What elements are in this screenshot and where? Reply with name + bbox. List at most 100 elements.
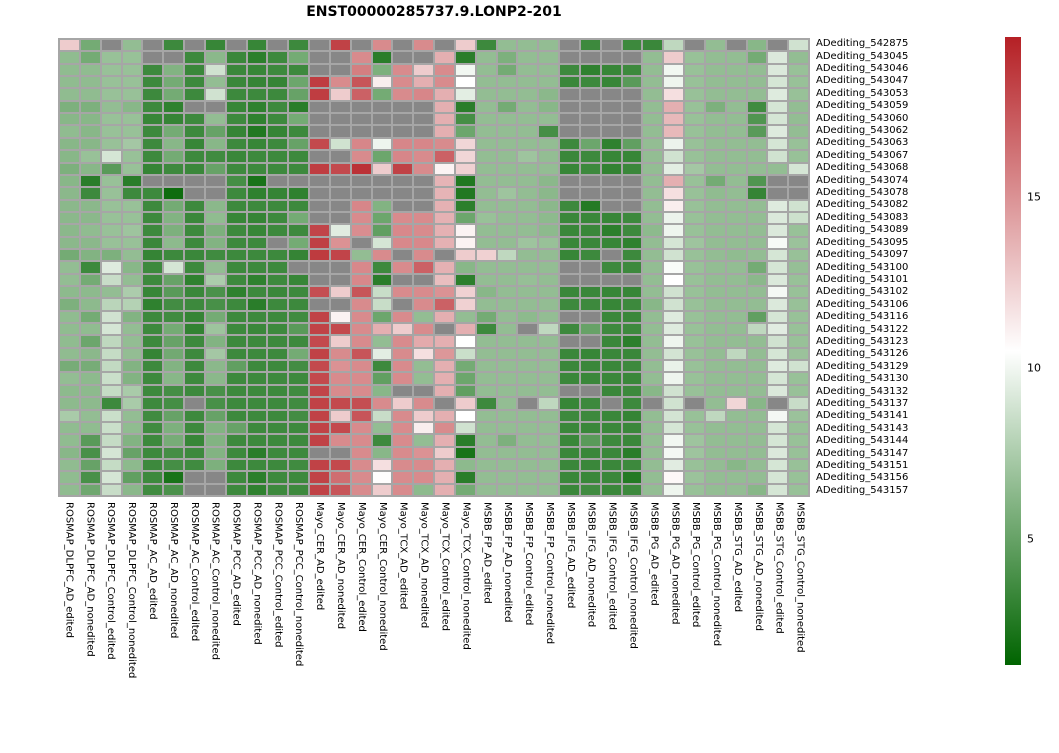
- heatmap-cell: [226, 435, 246, 446]
- heatmap-cell: [80, 435, 100, 446]
- heatmap-cell: [455, 225, 475, 236]
- heatmap-cell: [539, 138, 558, 150]
- heatmap-cell: [664, 212, 683, 224]
- heatmap-cell: [330, 212, 350, 224]
- heatmap-cell: [622, 472, 642, 483]
- heatmap-cell: [289, 225, 308, 236]
- heatmap-cell: [143, 336, 163, 347]
- heatmap-cell: [643, 114, 663, 125]
- heatmap-cell: [518, 52, 538, 63]
- row-label: ADediting_543078: [816, 187, 909, 199]
- heatmap-cell: [414, 225, 433, 236]
- heatmap-cell: [497, 212, 517, 224]
- heatmap-cell: [205, 287, 225, 298]
- heatmap-cell: [747, 299, 767, 310]
- heatmap-cell: [330, 348, 350, 360]
- heatmap-cell: [414, 373, 433, 384]
- heatmap-cell: [351, 324, 371, 335]
- heatmap-cell: [643, 336, 663, 347]
- heatmap-cell: [539, 126, 558, 137]
- heatmap-cell: [143, 249, 163, 261]
- heatmap-cell: [497, 472, 517, 483]
- heatmap-cell: [205, 138, 225, 150]
- heatmap-cell: [80, 151, 100, 162]
- heatmap-cell: [560, 398, 579, 409]
- heatmap-cell: [60, 188, 79, 199]
- heatmap-cell: [372, 126, 392, 137]
- heatmap-cell: [330, 287, 350, 298]
- heatmap-cell: [80, 385, 100, 397]
- heatmap-cell: [601, 249, 621, 261]
- heatmap-cell: [580, 373, 600, 384]
- heatmap-cell: [789, 287, 808, 298]
- heatmap-cell: [747, 225, 767, 236]
- heatmap-cell: [205, 114, 225, 125]
- heatmap-cell: [664, 472, 683, 483]
- heatmap-cell: [60, 484, 79, 495]
- heatmap-cell: [185, 40, 204, 51]
- heatmap-cell: [705, 237, 725, 248]
- heatmap-cell: [560, 52, 579, 63]
- heatmap-cell: [622, 188, 642, 199]
- heatmap-cell: [539, 459, 558, 471]
- row-label: ADediting_543047: [816, 75, 909, 87]
- heatmap-cell: [205, 151, 225, 162]
- heatmap-cell: [185, 64, 204, 76]
- heatmap-cell: [143, 175, 163, 187]
- heatmap-cell: [497, 410, 517, 421]
- heatmap-cell: [310, 77, 329, 88]
- heatmap-cell: [768, 64, 788, 76]
- heatmap-cell: [122, 225, 142, 236]
- heatmap-cell: [747, 52, 767, 63]
- heatmap-cell: [435, 336, 454, 347]
- heatmap-cell: [705, 484, 725, 495]
- heatmap-cell: [643, 151, 663, 162]
- heatmap-cell: [414, 249, 433, 261]
- heatmap-cell: [101, 200, 121, 211]
- heatmap-cell: [393, 336, 413, 347]
- heatmap-cell: [164, 52, 183, 63]
- heatmap-cell: [268, 163, 288, 174]
- heatmap-cell: [164, 237, 183, 248]
- heatmap-cell: [143, 237, 163, 248]
- heatmap-cell: [726, 324, 746, 335]
- heatmap-cell: [351, 64, 371, 76]
- heatmap-cell: [185, 398, 204, 409]
- heatmap-cell: [414, 114, 433, 125]
- heatmap-cell: [685, 422, 704, 434]
- heatmap-cell: [643, 422, 663, 434]
- heatmap-cell: [351, 373, 371, 384]
- heatmap-cell: [664, 361, 683, 372]
- heatmap-cell: [685, 138, 704, 150]
- heatmap-cell: [435, 472, 454, 483]
- heatmap-cell: [580, 287, 600, 298]
- heatmap-cell: [497, 311, 517, 323]
- heatmap-cell: [330, 151, 350, 162]
- heatmap-cell: [664, 114, 683, 125]
- heatmap-cell: [497, 89, 517, 100]
- heatmap-cell: [122, 435, 142, 446]
- heatmap-cell: [580, 324, 600, 335]
- heatmap-cell: [143, 262, 163, 273]
- heatmap-cell: [226, 151, 246, 162]
- heatmap-cell: [351, 422, 371, 434]
- heatmap-cell: [560, 163, 579, 174]
- heatmap-cell: [372, 324, 392, 335]
- heatmap-cell: [455, 114, 475, 125]
- heatmap-cell: [768, 336, 788, 347]
- heatmap-cell: [310, 274, 329, 286]
- heatmap-cell: [310, 138, 329, 150]
- heatmap-cell: [435, 373, 454, 384]
- heatmap-cell: [185, 361, 204, 372]
- heatmap-cell: [643, 398, 663, 409]
- heatmap-cell: [601, 311, 621, 323]
- heatmap-cell: [164, 163, 183, 174]
- heatmap-cell: [372, 249, 392, 261]
- heatmap-cell: [351, 225, 371, 236]
- heatmap-cell: [622, 40, 642, 51]
- row-label: ADediting_543144: [816, 435, 909, 447]
- heatmap-cell: [289, 472, 308, 483]
- heatmap-cell: [601, 163, 621, 174]
- heatmap-cell: [330, 225, 350, 236]
- heatmap-cell: [580, 89, 600, 100]
